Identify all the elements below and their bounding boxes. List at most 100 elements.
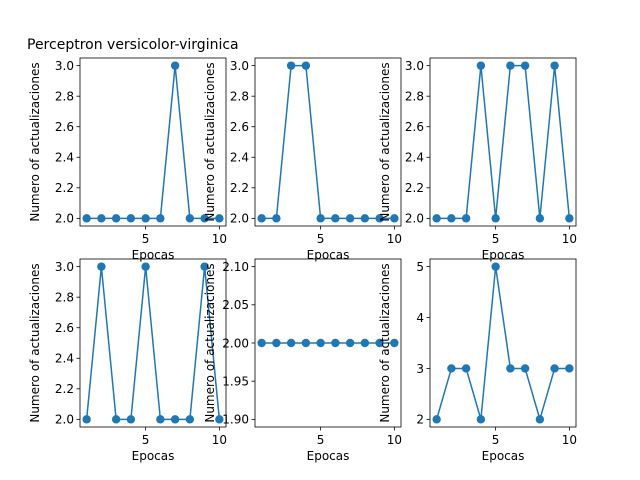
data-point bbox=[215, 214, 224, 223]
x-tick-label: 5 bbox=[492, 433, 500, 447]
x-axis-label: Epocas bbox=[307, 449, 350, 463]
data-point bbox=[447, 364, 456, 373]
subplot-grid: 2.0 2.2 2.4 2.6 2.8 3.0 5 10 Epocas Numero of act… bbox=[28, 57, 577, 463]
data-point bbox=[257, 214, 266, 223]
subplot-6: 2 3 4 5 5 10 Epocas Numero of actualizaciones bbox=[378, 258, 577, 463]
data-point bbox=[565, 364, 574, 373]
data-point bbox=[200, 214, 209, 223]
y-tick-label: 2.2 bbox=[55, 382, 74, 396]
y-axis-label: Numero of actualizaciones bbox=[378, 62, 392, 221]
y-tick-label: 2.8 bbox=[55, 89, 74, 103]
data-point bbox=[82, 214, 91, 223]
y-tick-label: 2.2 bbox=[55, 181, 74, 195]
y-tick-label: 2.2 bbox=[405, 181, 424, 195]
x-tick-label: 10 bbox=[562, 232, 577, 246]
y-axis-label: Numero of actualizaciones bbox=[378, 263, 392, 422]
x-tick-label: 10 bbox=[387, 433, 402, 447]
data-point bbox=[520, 61, 530, 70]
data-point bbox=[316, 214, 325, 223]
y-tick-label: 4 bbox=[416, 311, 424, 325]
subplot-4: 2.0 2.2 2.4 2.6 2.8 3.0 5 10 Epocas Numero of act… bbox=[28, 258, 227, 463]
data-point bbox=[215, 415, 224, 424]
axes-frame bbox=[79, 57, 227, 227]
y-tick-label: 2.4 bbox=[55, 352, 74, 366]
series-line bbox=[85, 266, 221, 421]
data-point bbox=[286, 61, 296, 70]
x-tick-label: 5 bbox=[317, 232, 325, 246]
data-point bbox=[491, 262, 500, 271]
data-point bbox=[141, 262, 150, 271]
subplot-5: 1.90 1.95 2.00 2.05 2.10 5 10 Epocas Numero of a… bbox=[203, 258, 402, 463]
x-tick-label: 10 bbox=[387, 232, 402, 246]
data-point bbox=[286, 338, 296, 348]
data-point bbox=[461, 214, 471, 223]
y-tick-label: 2.10 bbox=[222, 260, 249, 274]
y-tick-label: 2.8 bbox=[230, 89, 249, 103]
axes-frame bbox=[429, 258, 577, 428]
data-point bbox=[360, 214, 370, 223]
data-point bbox=[461, 364, 471, 373]
data-point bbox=[447, 214, 456, 223]
x-tick-label: 10 bbox=[212, 433, 227, 447]
data-point bbox=[185, 415, 195, 424]
data-point bbox=[345, 338, 355, 348]
series-line bbox=[261, 64, 395, 220]
x-axis-label: Epocas bbox=[132, 248, 175, 262]
data-point bbox=[506, 364, 515, 373]
y-tick-label: 5 bbox=[416, 260, 424, 274]
data-point bbox=[331, 338, 340, 348]
data-point bbox=[476, 415, 486, 424]
x-tick-label: 10 bbox=[212, 232, 227, 246]
data-point bbox=[535, 415, 545, 424]
data-point bbox=[491, 214, 500, 223]
y-tick-label: 3 bbox=[416, 362, 424, 376]
y-axis-label: Numero of actualizaciones bbox=[28, 62, 42, 221]
data-point bbox=[272, 338, 281, 348]
y-tick-label: 2.6 bbox=[230, 120, 249, 134]
data-point bbox=[111, 415, 121, 424]
y-axis-label: Numero of actualizaciones bbox=[203, 263, 217, 422]
data-point bbox=[185, 214, 195, 223]
y-tick-label: 1.95 bbox=[222, 374, 249, 388]
data-point bbox=[170, 415, 180, 424]
y-tick-label: 2.0 bbox=[405, 212, 424, 226]
axes-frame bbox=[429, 57, 577, 227]
data-point bbox=[257, 338, 266, 348]
x-tick-label: 5 bbox=[142, 433, 150, 447]
subplot-2: 2.0 2.2 2.4 2.6 2.8 3.0 5 10 Epocas Numero of act… bbox=[203, 57, 402, 262]
y-tick-label: 2.6 bbox=[55, 321, 74, 335]
data-point bbox=[97, 214, 106, 223]
data-point bbox=[520, 364, 530, 373]
data-point bbox=[390, 338, 399, 348]
series-line bbox=[435, 266, 570, 423]
x-tick-label: 10 bbox=[562, 433, 577, 447]
data-point bbox=[126, 214, 136, 223]
data-point bbox=[506, 61, 515, 70]
data-point bbox=[432, 214, 441, 223]
data-point bbox=[156, 214, 165, 223]
x-axis-label: Epocas bbox=[482, 449, 525, 463]
y-tick-label: 2.4 bbox=[230, 151, 249, 165]
y-tick-label: 2.8 bbox=[55, 290, 74, 304]
data-point bbox=[535, 214, 545, 223]
y-tick-label: 2.00 bbox=[222, 336, 249, 350]
x-axis-label: Epocas bbox=[307, 248, 350, 262]
data-point bbox=[331, 214, 340, 223]
series-line bbox=[436, 64, 571, 220]
data-point bbox=[565, 214, 574, 223]
figure-title: Perceptron versicolor-virginica bbox=[27, 37, 239, 53]
data-point bbox=[550, 61, 559, 70]
y-tick-label: 3.0 bbox=[405, 59, 424, 73]
x-tick-label: 5 bbox=[317, 433, 325, 447]
x-axis-label: Epocas bbox=[132, 449, 175, 463]
axes-frame bbox=[254, 258, 402, 428]
y-tick-label: 2.6 bbox=[55, 120, 74, 134]
axes-frame bbox=[254, 57, 402, 227]
data-point bbox=[432, 415, 441, 424]
data-point bbox=[476, 61, 486, 70]
y-tick-label: 2.0 bbox=[55, 212, 74, 226]
data-point bbox=[301, 338, 311, 348]
y-tick-label: 2.8 bbox=[405, 89, 424, 103]
